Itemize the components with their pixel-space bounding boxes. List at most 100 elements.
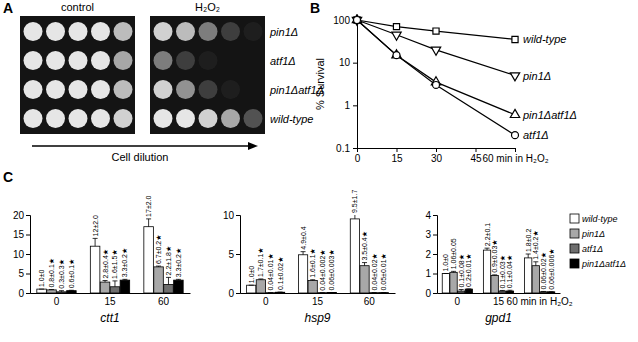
- x-axis-line: [31, 293, 191, 294]
- spot: [154, 22, 173, 41]
- x-axis-tick: 15: [391, 148, 403, 164]
- x-axis-line: [438, 293, 561, 294]
- error-bar: [443, 273, 448, 274]
- spot: [244, 51, 263, 70]
- dilution-arrow-shaft: [32, 145, 250, 147]
- spot: [46, 109, 65, 128]
- photo-background: [150, 16, 265, 134]
- error-bar: [146, 219, 151, 227]
- bar: [465, 289, 472, 293]
- spot: [244, 109, 263, 128]
- error-bar: [156, 266, 161, 268]
- panel-c: C0510152001560ctt11.0±012±2.017±2.00.8±0…: [3, 169, 626, 325]
- bar: [370, 292, 379, 293]
- x-axis-tick: 0: [355, 148, 361, 164]
- x-axis: 015304560 min in H₂O₂: [355, 148, 549, 164]
- y-axis-title: % Survival: [314, 58, 326, 110]
- data-labels: 1.0±02.2±0.11.8±0.21.06±0.050.9±0.03★1.4…: [442, 223, 554, 290]
- spot: [69, 80, 88, 99]
- legend-swatch: [570, 214, 579, 223]
- x-axis-tick-label: 0: [54, 296, 60, 307]
- error-bar: [268, 292, 273, 293]
- x-axis-tick-label: 60: [158, 296, 170, 307]
- spot: [91, 80, 110, 99]
- panel-b: B015304560 min in H₂O₂0.1110100% Surviva…: [310, 0, 577, 164]
- data-label: 6.7±0.2★: [155, 234, 162, 264]
- error-bar: [526, 254, 531, 258]
- data-label: 2.2±0.1: [484, 223, 491, 246]
- data-labels: 1.0±012±2.017±2.00.8±0.1★2.8±0.4★6.7±0.2…: [38, 195, 182, 288]
- y-axis-tick-mark: [353, 148, 357, 149]
- bar: [506, 291, 513, 293]
- bar: [350, 219, 359, 293]
- bar: [525, 258, 532, 293]
- bar: [174, 280, 184, 293]
- y-axis-tick: 20: [13, 210, 30, 221]
- column-header: H₂O₂: [195, 1, 220, 13]
- spot: [221, 22, 240, 41]
- error-bar: [59, 291, 64, 292]
- data-label: 1.06±0.05: [450, 238, 457, 269]
- spot: [176, 80, 195, 99]
- series-marker: [393, 52, 400, 59]
- spot: [244, 22, 263, 41]
- series-line: [357, 20, 515, 39]
- y-axis-tick: 0.1: [336, 143, 357, 154]
- x-axis-line: [358, 149, 516, 153]
- bar: [450, 272, 457, 293]
- bar: [442, 274, 449, 294]
- legend-label: pin1Δ: [581, 229, 605, 239]
- photo-background: [20, 16, 135, 134]
- y-axis-tick: 5: [18, 268, 30, 279]
- x-axis-tick-mark: [476, 148, 477, 152]
- spot: [69, 109, 88, 128]
- subplot: 0510152001560ctt11.0±012±2.017±2.00.8±0.…: [13, 195, 191, 325]
- data-label: 0.1±0.04★: [506, 255, 513, 288]
- y-axis-tick: 10: [339, 57, 357, 68]
- plot-area: [352, 15, 519, 139]
- data-label: 3.3±0.2★: [175, 248, 182, 278]
- data-label: 0.04±0.01★: [267, 253, 274, 290]
- legend-swatch: [570, 229, 579, 238]
- spot: [114, 22, 133, 41]
- bar: [540, 292, 547, 293]
- spot: [199, 51, 218, 70]
- spot: [244, 80, 263, 99]
- x-axis-tick-label: 60 min in H₂O₂: [507, 296, 573, 307]
- bar: [47, 290, 57, 293]
- data-label: 12±2.0: [92, 215, 99, 236]
- panel-a: AcontrolH₂O₂pin1Δatf1Δpin1Δatf1Δwild-typ…: [3, 0, 324, 163]
- figure: AcontrolH₂O₂pin1Δatf1Δpin1Δatf1Δwild-typ…: [0, 0, 638, 342]
- data-label: 1.0±0: [248, 266, 255, 284]
- x-axis-line: [241, 293, 396, 294]
- y-axis-tick: 0: [228, 288, 240, 299]
- bar: [532, 266, 539, 293]
- x-axis-title: hsp9: [304, 311, 330, 325]
- y-axis-tick: 0: [18, 288, 30, 299]
- data-label: 0.2±0.01★: [465, 253, 472, 286]
- y-axis-tick: 4: [425, 210, 437, 221]
- spot: [24, 80, 43, 99]
- error-bar: [549, 291, 554, 292]
- bar: [318, 292, 327, 293]
- panel-label: C: [3, 169, 13, 185]
- error-bar: [166, 277, 171, 284]
- series-marker: [510, 73, 519, 81]
- bar: [483, 250, 490, 293]
- y-axis-line: [26, 216, 31, 294]
- row-label: wild-type: [270, 113, 313, 125]
- x-axis-tick: 0: [263, 293, 269, 307]
- y-axis-tick: 5: [228, 249, 240, 260]
- series-line: [357, 20, 515, 135]
- bar: [275, 292, 284, 293]
- bar: [379, 292, 388, 293]
- error-bar: [492, 274, 497, 276]
- error-bar: [451, 271, 456, 273]
- bar: [491, 275, 498, 293]
- spot: [199, 22, 218, 41]
- y-axis-tick-label: 1: [344, 100, 350, 111]
- bar: [164, 284, 174, 293]
- plot-area: [37, 219, 183, 293]
- y-axis-tick-mark: [26, 215, 30, 216]
- series-marker: [392, 50, 401, 58]
